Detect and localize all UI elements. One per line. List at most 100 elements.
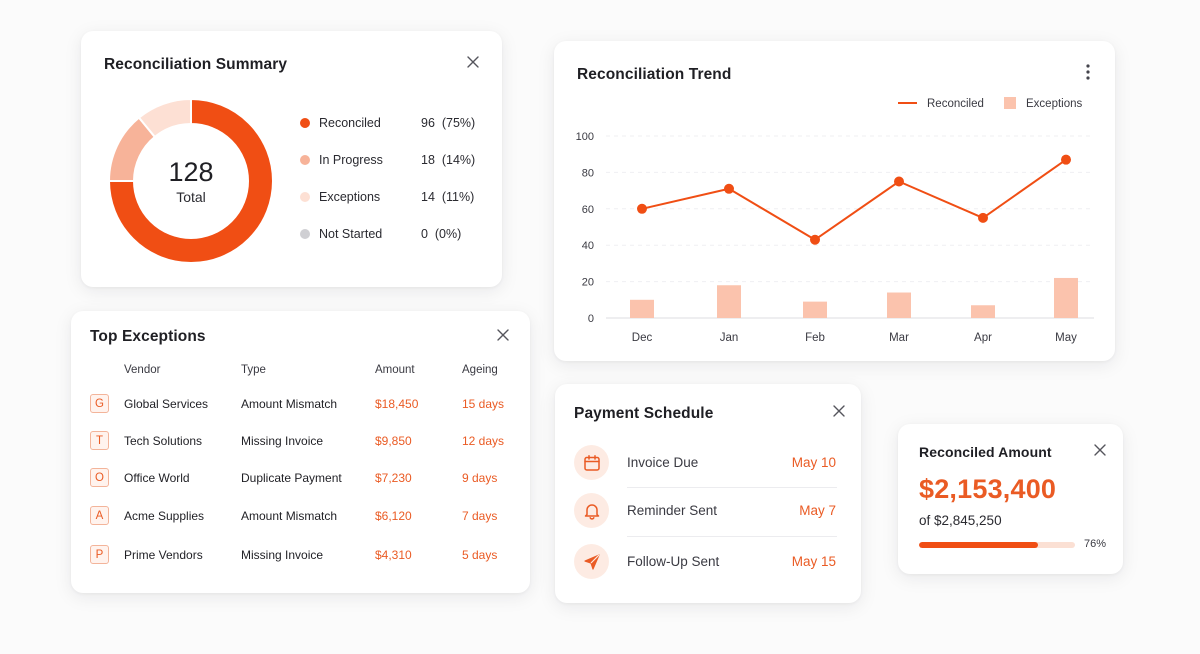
legend-dot [300,192,310,202]
calendar-icon [574,445,609,480]
x-tick-label: May [1055,332,1077,344]
reconciliation-trend-card: 0 20 40 60 80 100 Dec Jan Feb Mar Apr May Reconciled… [554,41,1115,361]
top-exceptions-card: Top Exceptions Vendor Type Amount Ageing… [71,311,530,593]
exceptions-bar[interactable] [1054,277,1078,318]
exceptions-title: Top Exceptions [90,328,206,345]
table-row[interactable]: G Global Services Amount Mismatch $18,450 15… [90,394,520,416]
payment-schedule-card: Payment Schedule Invoice Due May 10 Remi… [555,384,861,603]
send-icon [574,544,609,579]
payment-item-reminder-sent[interactable]: Reminder Sent May 7 [574,493,836,529]
legend-dot [300,229,310,239]
vendor-name: Tech Solutions [124,434,203,448]
exception-type: Amount Mismatch [241,509,338,523]
payment-label: Follow-Up Sent [627,554,720,569]
exception-type: Missing Invoice [241,548,324,562]
legend-dot [300,155,310,165]
legend-value: 18 (14%) [421,153,476,167]
total-amount: of $2,845,250 [919,513,1002,528]
payment-date: May 7 [799,503,836,518]
legend-row-in-progress: In Progress 18 (14%) [300,150,480,170]
payment-label: Reminder Sent [627,503,718,518]
exception-amount: $18,450 [375,397,419,411]
exception-type: Duplicate Payment [241,471,342,485]
table-row[interactable]: O Office World Duplicate Payment $7,230 9 da… [90,468,520,490]
payment-item-follow-up-sent[interactable]: Follow-Up Sent May 15 [574,544,836,580]
trend-chart: 0 20 40 60 80 100 Dec Jan Feb Mar Apr May Reconciled… [576,97,1094,344]
trend-title: Reconciliation Trend [577,66,732,83]
column-header-type[interactable]: Type [241,364,266,376]
exception-ageing: 5 days [462,548,498,562]
donut-slice-reconciled[interactable] [108,97,274,264]
legend-name: Exceptions [319,190,381,204]
bell-icon [574,493,609,528]
amount-close-button[interactable] [1093,443,1109,459]
reconciled-point[interactable] [1061,154,1071,165]
legend-value: 14 (11%) [421,190,475,204]
legend-row-exceptions: Exceptions 14 (11%) [300,187,480,207]
vendor-badge: O [90,468,109,487]
donut-slice-exceptions[interactable] [137,97,192,139]
reconciled-line [641,158,1067,241]
exception-amount: $9,850 [375,434,412,448]
summary-title: Reconciliation Summary [104,56,288,73]
legend-label-exceptions: Exceptions [1026,98,1083,110]
divider [627,536,837,537]
table-row[interactable]: P Prime Vendors Missing Invoice $4,310 5 day… [90,545,520,567]
progress-percent: 76% [1084,538,1107,550]
exceptions-bar[interactable] [887,292,911,318]
payment-date: May 15 [791,554,836,569]
y-tick-label: 0 [588,313,594,325]
reconciled-point[interactable] [637,203,647,214]
reconciled-point[interactable] [810,234,820,245]
vendor-badge: G [90,394,109,413]
legend-dot [300,118,310,128]
payment-close-button[interactable] [832,404,848,420]
vendor-badge: T [90,431,109,450]
exception-type: Missing Invoice [241,434,324,448]
exceptions-close-button[interactable] [496,328,512,344]
donut-total-label: Total [176,189,206,205]
y-tick-label: 20 [582,277,594,289]
column-header-vendor[interactable]: Vendor [124,364,161,376]
exception-ageing: 12 days [462,434,505,448]
exception-amount: $6,120 [375,509,412,523]
progress-bar [919,542,1075,548]
reconciled-point[interactable] [894,176,904,187]
exceptions-bar[interactable] [803,301,827,318]
vendor-name: Global Services [124,397,209,411]
table-row[interactable]: A Acme Supplies Amount Mismatch $6,120 7 day… [90,506,520,528]
exception-ageing: 9 days [462,471,498,485]
close-icon [1094,444,1106,456]
legend-value: 0 (0%) [421,227,462,241]
payment-item-invoice-due[interactable]: Invoice Due May 10 [574,445,836,481]
vendor-badge: P [90,545,109,564]
column-header-ageing[interactable]: Ageing [462,364,498,376]
payment-title: Payment Schedule [574,405,714,422]
legend-label-reconciled: Reconciled [927,98,984,110]
close-icon [467,56,479,68]
legend-value: 96 (75%) [421,116,476,130]
legend-name: Not Started [319,227,383,241]
table-row[interactable]: T Tech Solutions Missing Invoice $9,850 12 d… [90,431,520,453]
legend-row-reconciled: Reconciled 96 (75%) [300,113,480,133]
exceptions-bar[interactable] [630,299,654,318]
y-tick-label: 100 [576,131,594,143]
y-tick-label: 60 [582,204,594,216]
x-tick-label: Mar [889,332,909,344]
reconciled-point[interactable] [724,183,734,194]
column-header-amount[interactable]: Amount [375,364,415,376]
reconciled-amount-value: $2,153,400 [919,474,1057,504]
more-vertical-icon[interactable] [1082,63,1094,81]
exception-ageing: 15 days [462,397,505,411]
exceptions-bar[interactable] [971,305,995,318]
progress-bar-fill [919,542,1038,548]
vendor-name: Acme Supplies [124,509,205,523]
close-icon [833,405,845,417]
summary-close-button[interactable] [466,55,482,71]
exceptions-bar[interactable] [717,285,741,318]
donut-chart [108,97,274,264]
divider [627,487,837,488]
x-tick-label: Apr [974,332,992,344]
legend-row-not-started: Not Started 0 (0%) [300,224,480,244]
reconciled-point[interactable] [978,212,988,223]
